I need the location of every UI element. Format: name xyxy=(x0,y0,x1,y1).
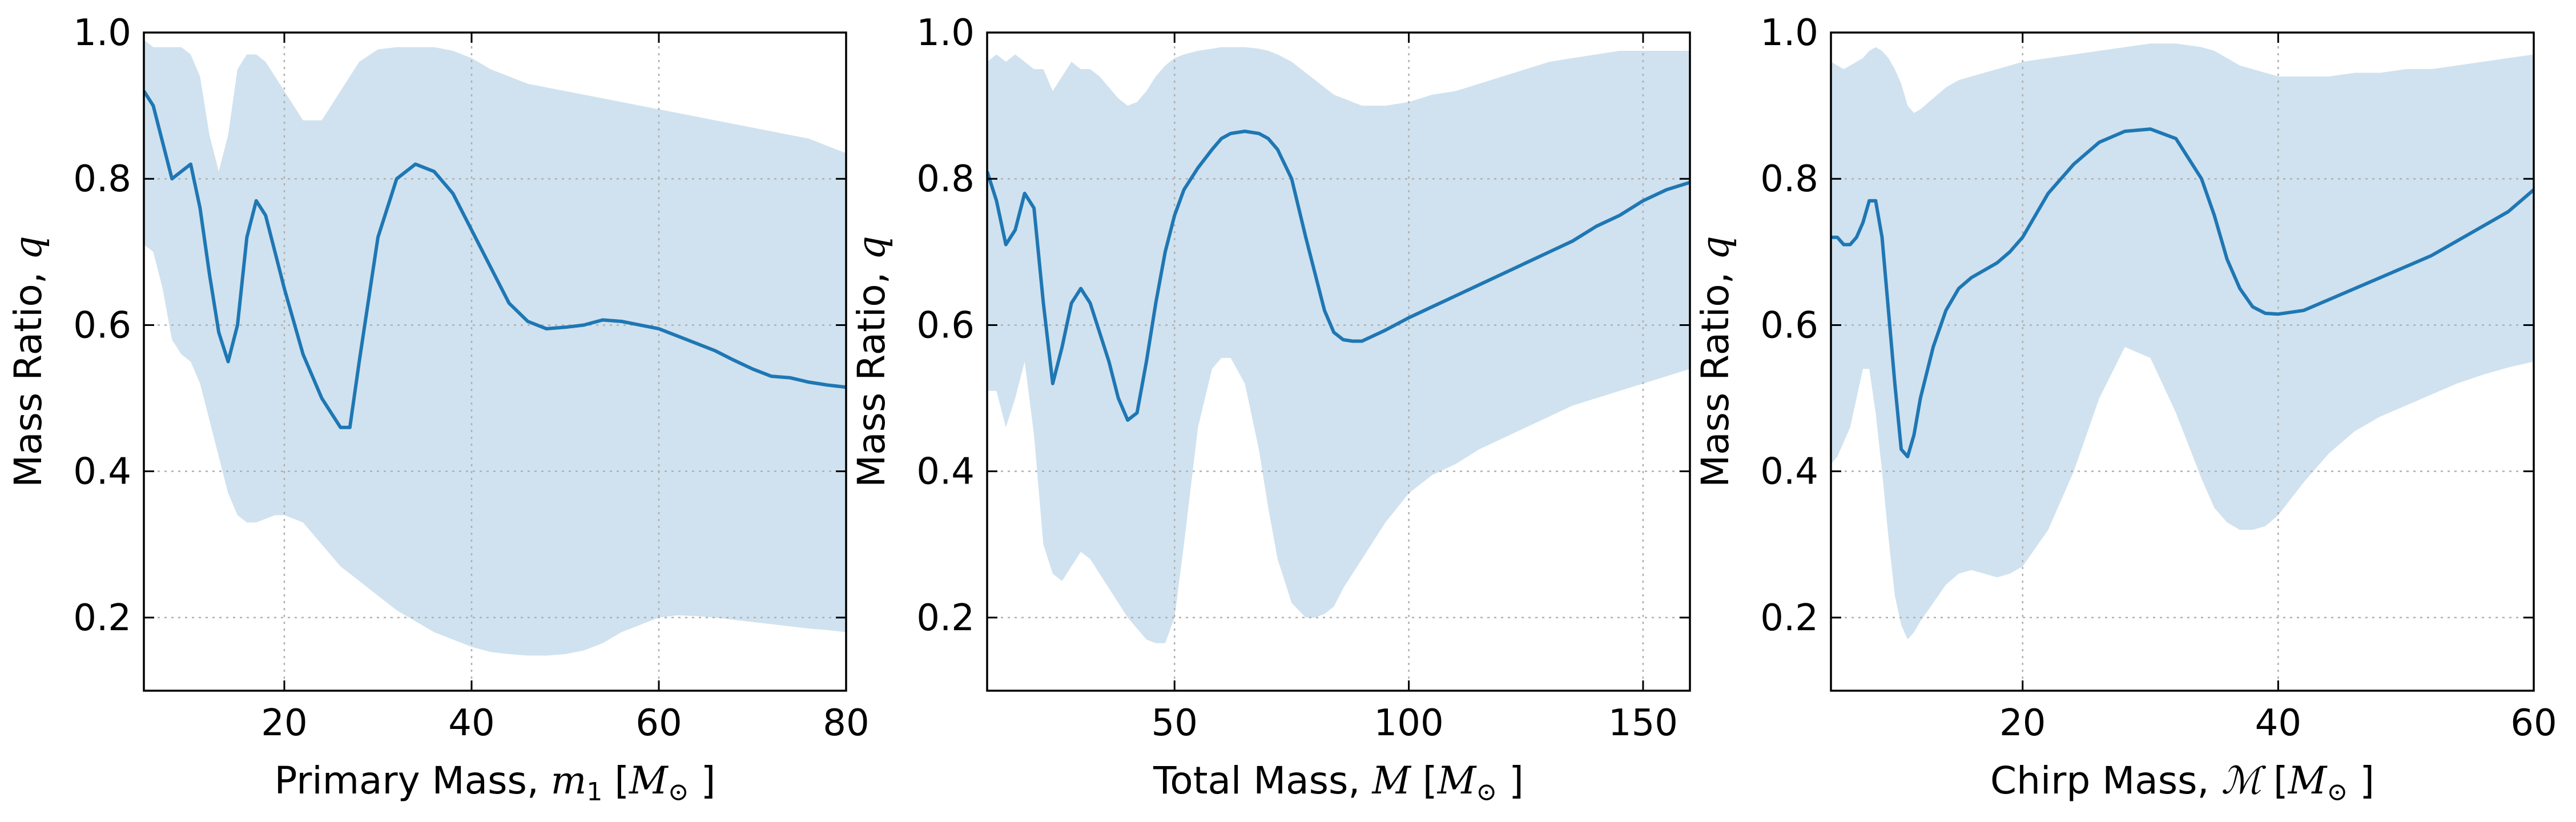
y-tick-label: 0.2 xyxy=(73,597,131,639)
chart-panel-3: 20 40 60 0.2 0.4 0.6 0.8 1.0 Chirp Mass, ℳ [M⊙ ]… xyxy=(1693,12,2557,807)
x-tick-label: 50 xyxy=(1152,702,1198,744)
x-label-prefix: Chirp Mass, xyxy=(1990,759,2221,803)
x-tick-label: 60 xyxy=(2510,702,2557,744)
y-label-symbol: q xyxy=(850,236,893,260)
axes-frame xyxy=(1830,31,2535,692)
y-axis-label: Mass Ratio, q xyxy=(1693,236,1737,487)
y-tick-label: 0.8 xyxy=(73,158,131,200)
y-tick-label: 0.4 xyxy=(916,451,975,493)
x-label-prefix: Primary Mass, xyxy=(275,759,551,803)
x-label-subscript: 1 xyxy=(586,777,602,807)
axes-frame xyxy=(986,31,1691,692)
x-axis-label: Chirp Mass, ℳ [M⊙ ] xyxy=(1990,759,2374,807)
y-tick-label: 0.6 xyxy=(916,304,975,346)
y-axis-label: Mass Ratio, q xyxy=(850,236,893,487)
x-tick-label: 150 xyxy=(1608,702,1678,744)
x-label-bracket-open: [ xyxy=(602,759,629,803)
x-label-unit: M xyxy=(2288,759,2328,803)
y-tick-label: 1.0 xyxy=(73,12,131,54)
x-axis-label: Primary Mass, m1 [M⊙ ] xyxy=(275,759,716,807)
y-label-prefix: Mass Ratio, xyxy=(850,260,893,487)
credible-band xyxy=(144,39,846,656)
x-label-unit-sub: ⊙ xyxy=(1476,777,1497,807)
y-tick-label: 0.2 xyxy=(916,597,975,639)
credible-band xyxy=(987,47,1690,643)
x-label-bracket-open: [ xyxy=(1411,759,1438,803)
x-label-unit-sub: ⊙ xyxy=(668,777,689,807)
x-label-bracket-open: [ xyxy=(2261,759,2288,803)
median-line xyxy=(987,130,1690,422)
x-tick-label: 60 xyxy=(635,702,682,744)
x-label-unit-sub: ⊙ xyxy=(2327,777,2348,807)
x-label-bracket-close: ] xyxy=(2348,759,2374,803)
y-label-symbol: q xyxy=(1693,236,1737,260)
x-axis-label: Total Mass, M [M⊙ ] xyxy=(1153,759,1524,807)
y-tick-label: 0.2 xyxy=(1760,597,1818,639)
x-tick-label: 40 xyxy=(2255,702,2301,744)
y-tick-label: 0.8 xyxy=(916,158,975,200)
y-label-prefix: Mass Ratio, xyxy=(6,260,50,487)
x-label-bracket-close: ] xyxy=(689,759,716,803)
x-label-unit: M xyxy=(1437,759,1477,803)
y-axis-label: Mass Ratio, q xyxy=(6,236,50,487)
x-label-symbol: m xyxy=(551,759,587,803)
x-tick-label: 100 xyxy=(1374,702,1444,744)
x-label-prefix: Total Mass, xyxy=(1153,759,1372,803)
y-tick-label: 0.6 xyxy=(73,304,131,346)
chart-panel-1: 20 40 60 80 0.2 0.4 0.6 0.8 1.0 Primary Mass, m1 … xyxy=(6,12,870,807)
median-line xyxy=(1831,127,2534,458)
x-label-symbol: ℳ xyxy=(2221,759,2266,803)
y-label-symbol: q xyxy=(6,236,50,260)
y-tick-label: 1.0 xyxy=(1760,12,1818,54)
x-tick-label: 40 xyxy=(448,702,494,744)
x-tick-label: 20 xyxy=(1999,702,2046,744)
median-line xyxy=(144,90,846,429)
axes-frame xyxy=(143,31,847,692)
y-label-prefix: Mass Ratio, xyxy=(1693,260,1737,487)
y-tick-label: 0.4 xyxy=(1760,451,1818,493)
y-tick-label: 0.6 xyxy=(1760,304,1818,346)
x-label-bracket-close: ] xyxy=(1497,759,1524,803)
x-tick-label: 20 xyxy=(261,702,307,744)
x-label-symbol: M xyxy=(1371,759,1411,803)
credible-band xyxy=(1831,43,2534,640)
y-tick-label: 1.0 xyxy=(916,12,975,54)
y-tick-label: 0.4 xyxy=(73,451,131,493)
y-tick-label: 0.8 xyxy=(1760,158,1818,200)
x-tick-label: 80 xyxy=(823,702,869,744)
x-label-unit: M xyxy=(629,759,669,803)
